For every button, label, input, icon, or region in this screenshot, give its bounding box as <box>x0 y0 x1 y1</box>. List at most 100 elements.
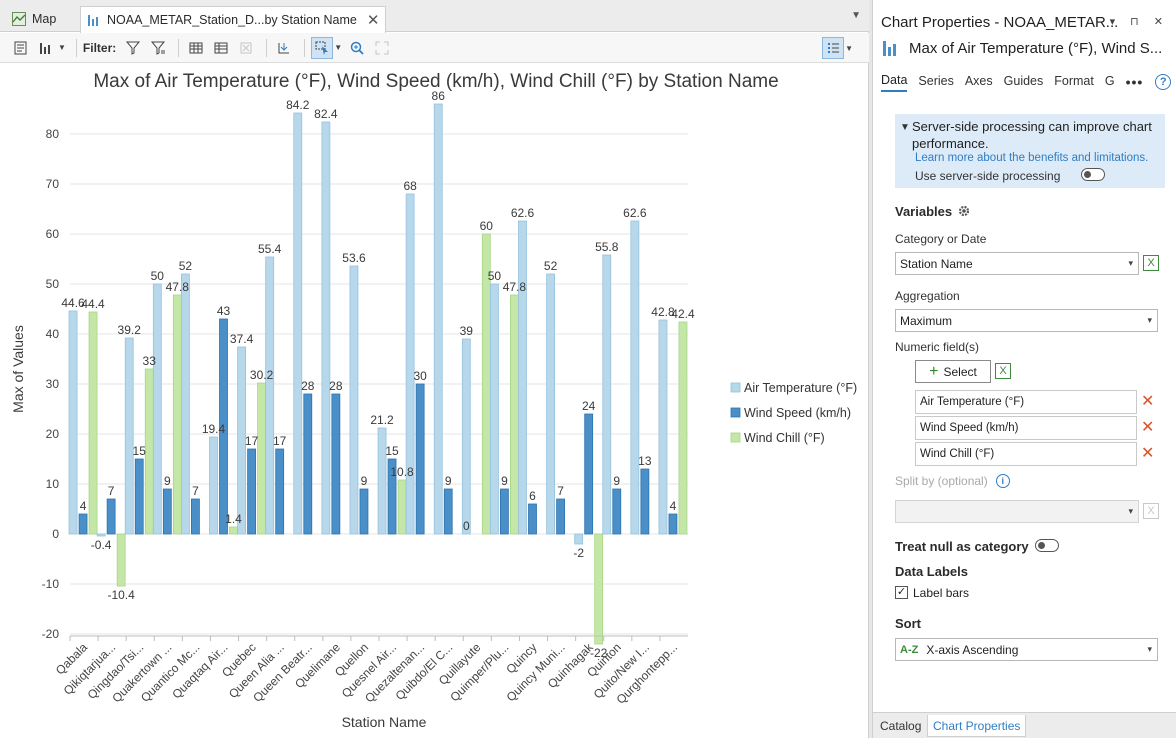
bar[interactable] <box>247 448 256 535</box>
aggregation-select[interactable]: Maximum ▾ <box>895 309 1158 332</box>
bar[interactable] <box>415 383 425 535</box>
excel-icon[interactable]: X <box>1143 255 1159 271</box>
numeric-field-row[interactable]: Wind Chill (°F) <box>915 442 1137 466</box>
select-tool-icon[interactable] <box>311 36 334 59</box>
help-icon[interactable]: ? <box>1155 74 1172 90</box>
bar[interactable] <box>181 273 190 535</box>
full-extent-icon[interactable] <box>371 37 393 59</box>
bar[interactable] <box>359 488 369 535</box>
bar[interactable] <box>528 503 537 535</box>
bar[interactable] <box>612 488 622 535</box>
bar[interactable] <box>321 121 331 535</box>
tab-catalog[interactable]: Catalog <box>880 719 922 733</box>
bar[interactable] <box>602 254 612 535</box>
bar[interactable] <box>96 533 106 537</box>
remove-icon[interactable]: ✕ <box>1141 445 1155 462</box>
bar[interactable] <box>490 283 499 535</box>
clear-selection-icon[interactable] <box>235 37 257 59</box>
bar[interactable] <box>152 283 162 535</box>
gear-icon[interactable] <box>956 203 972 219</box>
bar[interactable] <box>349 265 359 535</box>
bar[interactable] <box>510 294 519 535</box>
remove-icon[interactable]: ✕ <box>1141 393 1155 410</box>
bar[interactable] <box>584 413 594 535</box>
bar[interactable] <box>678 321 688 535</box>
chevron-down-icon[interactable]: ▼ <box>900 122 910 133</box>
bar[interactable] <box>124 337 134 535</box>
bar[interactable] <box>461 338 471 535</box>
bar[interactable] <box>265 256 275 535</box>
filter-extent-icon[interactable] <box>122 37 144 59</box>
export-icon[interactable] <box>273 37 295 59</box>
info-icon[interactable]: i <box>995 474 1010 488</box>
sort-select[interactable]: A-Z X-axis Ascending ▾ <box>895 638 1158 661</box>
bar[interactable] <box>658 319 668 535</box>
close-icon[interactable]: ✕ <box>366 11 380 29</box>
bar[interactable] <box>574 533 584 545</box>
bar[interactable] <box>500 488 509 535</box>
tab-format[interactable]: Format <box>1054 73 1094 88</box>
bar[interactable] <box>546 273 555 535</box>
category-select[interactable]: Station Name ▾ <box>895 252 1139 275</box>
bar[interactable] <box>433 103 443 535</box>
bar[interactable] <box>630 220 640 535</box>
more-icon[interactable]: ••• <box>1125 74 1144 90</box>
bar[interactable] <box>229 526 238 535</box>
bar[interactable] <box>237 346 246 535</box>
bar[interactable] <box>134 458 144 535</box>
remove-icon[interactable]: ✕ <box>1141 419 1155 436</box>
bar[interactable] <box>209 436 218 535</box>
legend-entry[interactable]: Wind Chill (°F) <box>744 431 825 445</box>
bar[interactable] <box>68 310 78 535</box>
treat-null-toggle[interactable] <box>1035 539 1059 552</box>
bar[interactable] <box>172 294 182 535</box>
chevron-down-icon[interactable]: ▼ <box>334 43 343 52</box>
bar[interactable] <box>162 488 172 535</box>
tab-general[interactable]: G <box>1104 73 1115 88</box>
legend-entry[interactable]: Air Temperature (°F) <box>744 381 857 395</box>
bar[interactable] <box>387 458 397 535</box>
excel-icon[interactable]: X <box>1143 503 1159 519</box>
bar[interactable] <box>275 448 285 535</box>
bar[interactable] <box>293 112 303 535</box>
bar[interactable] <box>668 513 678 535</box>
excel-icon[interactable]: X <box>995 363 1011 379</box>
zoom-in-icon[interactable] <box>346 37 368 59</box>
numeric-field-row[interactable]: Air Temperature (°F) <box>915 390 1137 414</box>
chevron-down-icon[interactable]: ▼ <box>58 43 66 52</box>
bar[interactable] <box>88 311 98 535</box>
tab-series[interactable]: Series <box>918 73 954 88</box>
chart-legend[interactable]: Air Temperature (°F) Wind Speed (km/h) Win… <box>730 381 857 445</box>
bar[interactable] <box>518 220 527 535</box>
bar[interactable] <box>257 382 266 535</box>
legend-entry[interactable]: Wind Speed (km/h) <box>744 406 851 420</box>
tab-guides[interactable]: Guides <box>1003 73 1044 88</box>
select-fields-button[interactable]: + Select <box>915 360 991 383</box>
bar[interactable] <box>219 318 228 535</box>
bar[interactable] <box>78 513 88 535</box>
tab-chart[interactable]: NOAA_METAR_Station_D...by Station Name ✕ <box>80 6 387 33</box>
bar[interactable] <box>443 488 453 535</box>
bar[interactable] <box>191 498 200 535</box>
bar[interactable] <box>144 368 154 535</box>
numeric-field-row[interactable]: Wind Speed (km/h) <box>915 416 1137 440</box>
bar[interactable] <box>303 393 313 535</box>
properties-icon[interactable] <box>10 37 32 59</box>
tab-data[interactable]: Data <box>881 73 908 92</box>
chevron-down-icon[interactable]: ▼ <box>851 10 861 21</box>
bar[interactable] <box>556 498 565 535</box>
split-by-select[interactable]: ▾ <box>895 500 1139 523</box>
bar[interactable] <box>405 193 415 535</box>
bar[interactable] <box>397 479 407 535</box>
tab-chart-properties[interactable]: Chart Properties <box>927 715 1027 737</box>
bar[interactable] <box>331 393 341 535</box>
tab-axes[interactable]: Axes <box>964 73 993 88</box>
server-side-toggle[interactable] <box>1081 168 1105 181</box>
select-all-icon[interactable] <box>210 37 232 59</box>
legend-icon[interactable] <box>822 37 845 59</box>
bar[interactable] <box>594 533 604 645</box>
tab-map[interactable]: Map <box>6 6 62 32</box>
label-bars-checkbox[interactable]: ✓ <box>895 586 908 599</box>
pane-options-icon[interactable]: ▾ ⊓ ✕ <box>1109 16 1169 28</box>
learn-more-link[interactable]: Learn more about the benefits and limita… <box>915 152 1149 164</box>
